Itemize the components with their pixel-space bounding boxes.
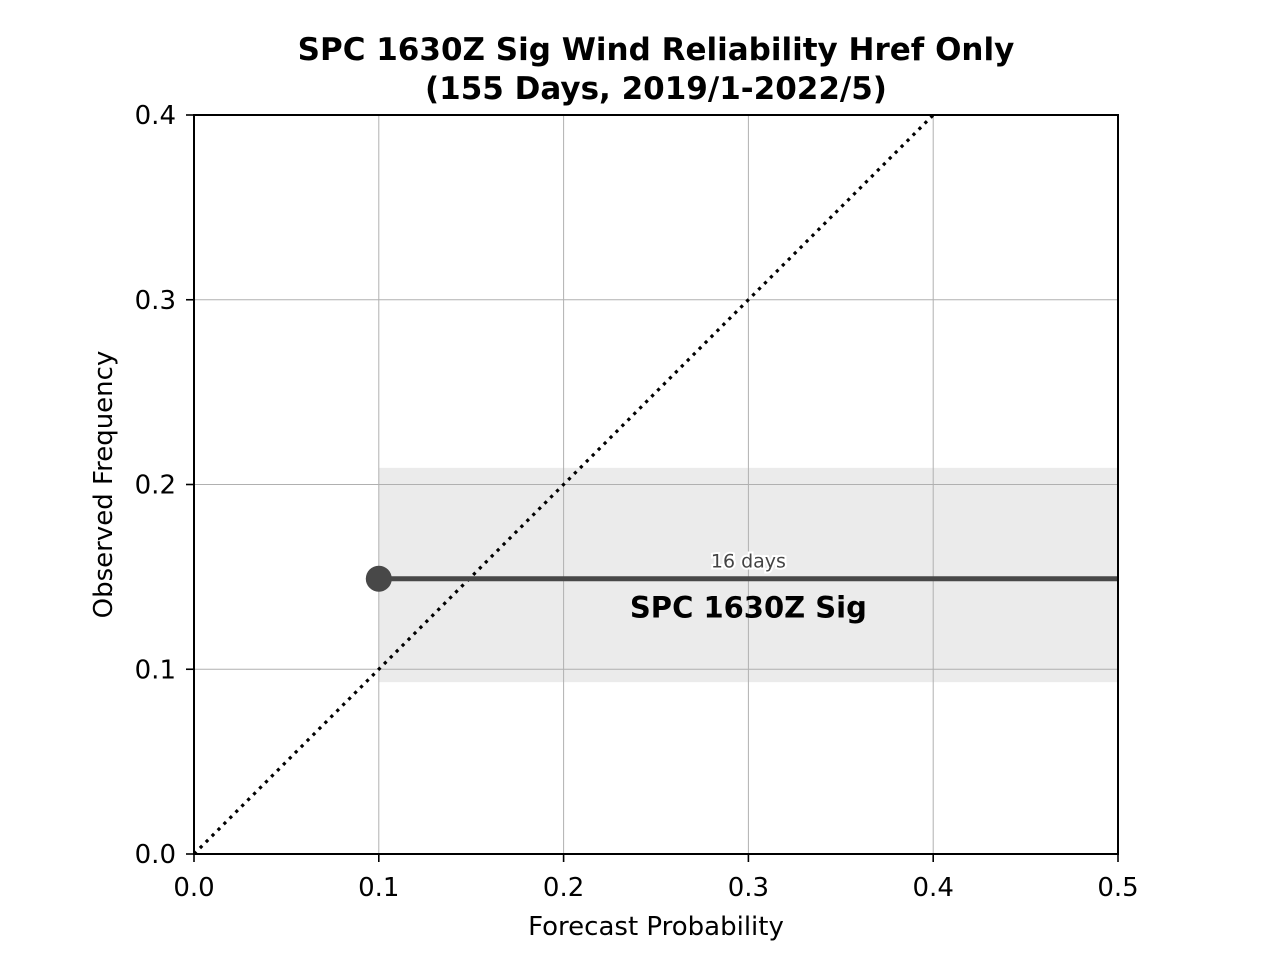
x-tick-label: 0.0 <box>173 873 214 903</box>
y-tick-label: 0.2 <box>135 471 176 501</box>
x-tick-label: 0.4 <box>913 873 954 903</box>
x-axis-label: Forecast Probability <box>528 912 784 942</box>
y-tick-label: 0.3 <box>135 286 176 316</box>
x-tick-label: 0.3 <box>728 873 769 903</box>
x-tick-label: 0.2 <box>543 873 584 903</box>
x-tick-label: 0.5 <box>1097 873 1138 903</box>
y-tick-label: 0.1 <box>135 655 176 685</box>
sample-size-label: 16 days <box>711 551 786 573</box>
chart-title-line1: SPC 1630Z Sig Wind Reliability Href Only <box>298 32 1015 68</box>
series-marker <box>365 565 392 592</box>
y-axis-label: Observed Frequency <box>89 351 119 619</box>
x-tick-label: 0.1 <box>358 873 399 903</box>
y-tick-label: 0.4 <box>135 101 176 131</box>
series-name-label: SPC 1630Z Sig <box>630 591 867 625</box>
chart-title-line2: (155 Days, 2019/1-2022/5) <box>425 71 887 107</box>
perfect-reliability-line <box>194 115 936 854</box>
y-tick-label: 0.0 <box>135 840 176 870</box>
